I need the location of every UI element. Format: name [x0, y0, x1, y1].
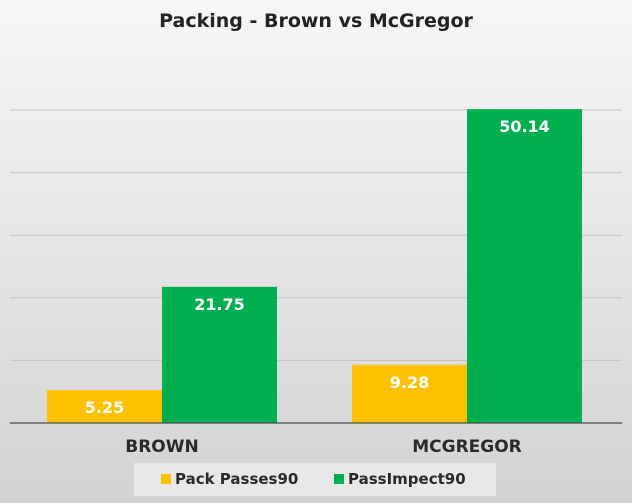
category-label: MCGREGOR: [412, 437, 522, 457]
legend-swatch: [161, 474, 171, 484]
category-labels: BROWN MCGREGOR: [125, 437, 522, 457]
bar-passimpect90-brown: [162, 286, 277, 423]
category-label: BROWN: [125, 437, 198, 457]
bar-pack-passes90-brown: [47, 390, 162, 423]
data-label: 5.25: [85, 398, 124, 417]
chart-title: Packing - Brown vs McGregor: [159, 10, 473, 32]
data-label: 9.28: [390, 373, 429, 392]
legend-swatch: [334, 474, 344, 484]
legend-label: PassImpect90: [348, 470, 466, 488]
bar-passimpect90-mcgregor: [467, 109, 582, 423]
legend-background: [134, 463, 496, 496]
bar-pack-passes90-mcgregor: [352, 364, 467, 423]
data-label: 21.75: [194, 295, 245, 314]
data-label: 50.14: [499, 117, 550, 136]
data-labels: 5.25 9.28 21.75 50.14: [85, 117, 550, 417]
legend: Pack Passes90 PassImpect90: [134, 463, 496, 496]
bars: [47, 109, 582, 423]
legend-label: Pack Passes90: [175, 470, 298, 488]
